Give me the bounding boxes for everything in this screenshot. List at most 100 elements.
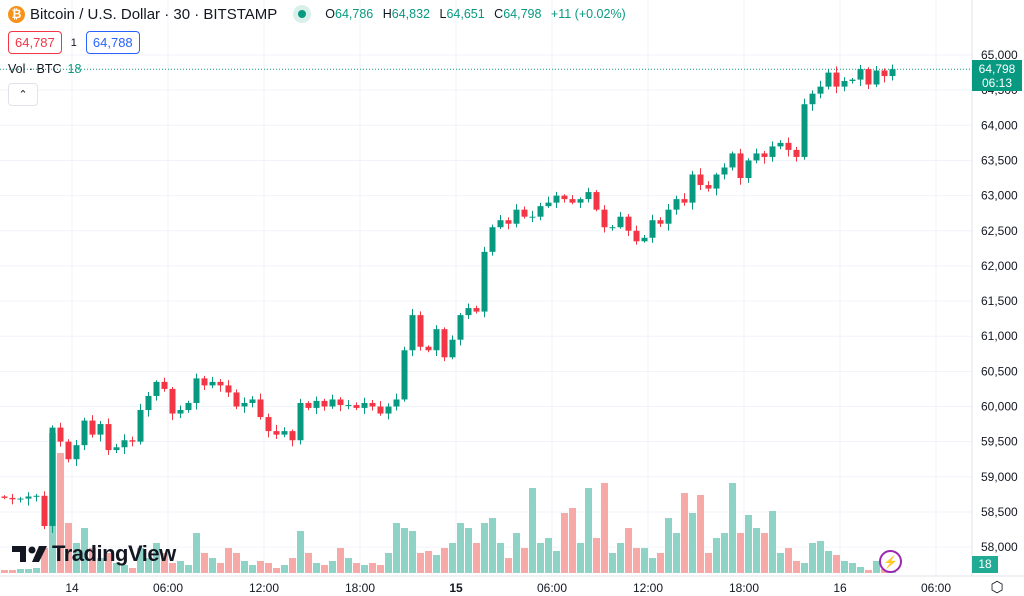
volume-bar [689,513,696,573]
candle [553,191,560,209]
candle [321,398,328,411]
candle-body [465,308,472,316]
candle-body [633,230,640,242]
volume-bar [657,553,664,573]
candle [889,64,896,81]
candle-body [697,174,704,186]
sell-button[interactable]: 64,787 [8,31,62,54]
candle-body [737,153,744,179]
volume-bar [617,543,624,573]
y-tick-label: 58,500 [981,505,1018,519]
volume-bar [393,523,400,573]
candle [169,387,176,421]
candle-body [353,405,360,408]
candle-body [137,410,144,442]
volume-bar [345,558,352,573]
candle-body [849,79,856,82]
market-open-status-icon[interactable] [293,5,312,23]
candle [769,141,776,162]
volume-bar [169,563,176,573]
volume-bar [57,453,64,573]
volume-bar [297,531,304,573]
candle-body [705,185,712,189]
volume-bar [105,553,112,573]
candle [113,443,120,454]
candle [705,181,712,192]
candle [497,215,504,230]
volume-bar [33,568,40,573]
candle [89,415,96,438]
volume-bar [625,528,632,573]
volume-bar [81,528,88,573]
candle [385,403,392,420]
candle [137,403,144,445]
volume-legend[interactable]: Vol · BTC 18 [8,62,81,76]
candle [449,335,456,360]
settings-icon[interactable]: ⬡ [990,579,1004,596]
lightning-icon[interactable]: ⚡ [879,550,902,573]
volume-bar [89,548,96,573]
tradingview-logo[interactable]: TradingView [12,541,176,567]
candle-body [369,402,376,407]
candle-body [881,70,888,77]
volume-bar [441,548,448,573]
symbol-title[interactable]: Bitcoin / U.S. Dollar · 30 · BITSTAMP [30,5,278,23]
volume-bar [745,515,752,573]
chevron-up-icon: ⌃ [18,89,28,101]
candle-body [41,495,48,527]
candle-body [257,399,264,418]
candle-body [809,93,816,105]
volume-bar [193,533,200,573]
y-tick-label: 59,500 [981,435,1018,449]
candle-body [497,220,504,228]
candle-body [265,417,272,432]
candle [361,397,368,414]
volume-bar [633,548,640,573]
candle [785,137,792,157]
volume-bar [209,558,216,573]
volume-bar [137,548,144,573]
candle [217,379,224,392]
candle-body [305,402,312,408]
close-label: C [494,7,504,21]
x-tick-label: 06:00 [153,581,183,595]
candle-body [721,167,728,175]
candle [849,78,856,84]
candle [537,202,544,221]
volume-bar [457,523,464,573]
bitcoin-icon: ₿ [8,5,25,23]
buy-button[interactable]: 64,788 [85,31,140,54]
volume-bar [673,533,680,573]
volume-bar [513,533,520,573]
candle [609,224,616,231]
candle [225,380,232,397]
volume-bar [505,558,512,573]
candle [489,224,496,256]
volume-bar [353,563,360,573]
open-label: O [325,7,336,21]
volume-bar [641,548,648,573]
candle-body [457,315,464,340]
volume-bar [305,553,312,573]
candle-body [433,329,440,351]
candle-body [825,72,832,87]
volume-bar [9,570,16,573]
collapse-legend-button[interactable]: ⌃ [8,83,38,106]
trade-buttons: 64,787 1 64,788 [8,31,140,54]
volume-bar [705,553,712,573]
volume-bar [233,553,240,573]
x-tick-label: 18:00 [729,581,759,595]
y-tick-label: 61,000 [981,329,1018,343]
volume-bar [257,561,264,573]
candle-body [409,315,416,351]
volume-bar [537,543,544,573]
volume-bar [593,538,600,573]
volume-bar [337,548,344,573]
volume-bar [841,561,848,573]
candle [9,493,16,505]
candle [185,400,192,413]
candle-body [761,153,768,157]
volume-bar [497,543,504,573]
candle-body [249,399,256,403]
